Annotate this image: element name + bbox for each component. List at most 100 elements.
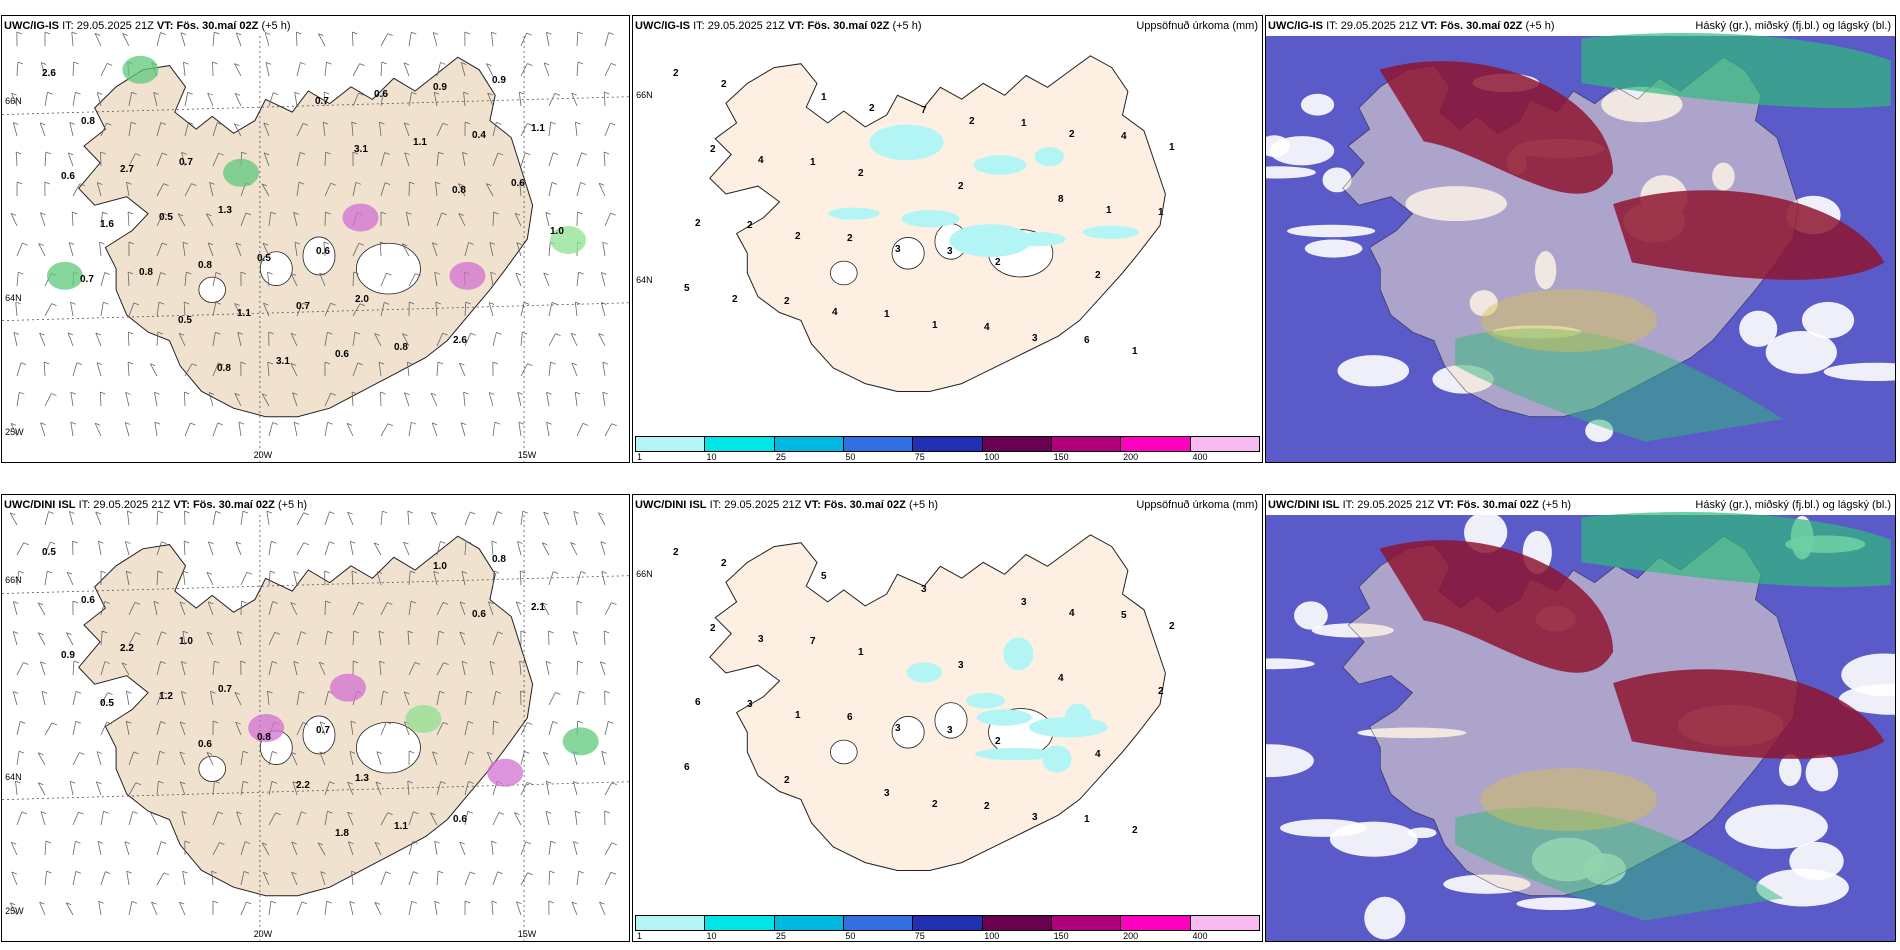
wind-barb xyxy=(17,61,24,65)
wind-barb xyxy=(184,122,189,137)
wind-barb xyxy=(459,841,465,845)
wind-barb xyxy=(436,691,440,706)
wind-barb xyxy=(106,63,113,66)
wind-barb xyxy=(386,721,392,725)
wind-barb xyxy=(317,842,326,856)
precip-amount-label: 4 xyxy=(1095,749,1101,760)
wind-barb xyxy=(104,272,110,275)
wind-barb xyxy=(576,871,580,886)
wind-barb xyxy=(349,901,354,916)
wind-barb xyxy=(179,751,186,766)
wind-barb xyxy=(458,183,464,187)
cloud-gap xyxy=(1838,683,1895,715)
wind-barb xyxy=(241,151,247,155)
wind-barb xyxy=(272,422,278,425)
wind-barb xyxy=(71,211,74,227)
wind-precip-label: 0.9 xyxy=(492,75,506,86)
wind-barb xyxy=(520,332,523,347)
wind-barb xyxy=(125,721,130,736)
wind-barb xyxy=(72,661,75,676)
wind-barb xyxy=(355,181,362,185)
colorbar-tick: 400 xyxy=(1192,452,1208,462)
wind-barb xyxy=(434,840,440,844)
wind-barb xyxy=(44,541,51,556)
cloud-gap xyxy=(1765,330,1837,374)
wind-barb xyxy=(212,61,218,65)
wind-barb xyxy=(574,302,578,317)
wind-barb xyxy=(69,780,76,784)
wind-barb xyxy=(12,691,18,706)
wind-barb xyxy=(184,363,193,377)
wind-barb xyxy=(543,272,549,276)
wind-barb xyxy=(16,362,22,377)
precip-amount-label: 2 xyxy=(1132,825,1138,836)
wind-barb xyxy=(44,511,49,526)
title-model: UWC/DINI ISL xyxy=(1268,499,1340,511)
wind-barb xyxy=(545,781,550,796)
cloud-gap xyxy=(1801,301,1855,339)
wind-barb xyxy=(292,392,298,396)
wind-barb xyxy=(430,812,436,816)
wind-barb xyxy=(261,183,268,187)
wind-barb xyxy=(206,632,214,646)
precip-amount-label: 3 xyxy=(1032,333,1038,344)
wind-barb xyxy=(180,32,186,47)
wind-barb xyxy=(387,812,393,816)
wind-barb xyxy=(520,690,526,694)
precip-amount-label: 2 xyxy=(932,799,938,810)
precip-amount-label: 3 xyxy=(884,788,890,799)
wind-barb xyxy=(128,751,135,766)
wind-barb xyxy=(386,272,392,276)
wind-barb xyxy=(380,871,387,886)
axis-label: 20W xyxy=(253,449,273,460)
precip-amount-label: 1 xyxy=(1106,205,1112,216)
wind-barb xyxy=(11,841,17,845)
wind-barb xyxy=(442,722,449,725)
wind-barb xyxy=(38,243,44,246)
wind-barb xyxy=(430,393,438,407)
wind-barb xyxy=(269,570,276,574)
wind-barb xyxy=(431,242,438,257)
wind-barb xyxy=(13,332,18,347)
precip-amount-label: 3 xyxy=(1032,812,1038,823)
wind-barb xyxy=(324,422,328,437)
wind-barb xyxy=(100,811,104,826)
wind-barb xyxy=(267,271,273,275)
title-lead: (+5 h) xyxy=(277,499,307,511)
wind-barb xyxy=(296,691,300,706)
wind-barb xyxy=(434,901,438,916)
wind-barb xyxy=(404,152,410,167)
wind-barb xyxy=(40,661,46,676)
precip-amount-label: 2 xyxy=(695,218,701,229)
wind-barb xyxy=(76,362,83,365)
wind-barb xyxy=(459,841,466,856)
wind-barb xyxy=(543,511,549,515)
precip-patch xyxy=(449,261,486,290)
wind-barb xyxy=(602,242,606,257)
wind-barb xyxy=(69,781,74,796)
wind-barb xyxy=(514,812,522,826)
wind-barb xyxy=(406,362,410,377)
wind-barb xyxy=(66,632,74,646)
wind-barb xyxy=(234,393,242,407)
wind-barb xyxy=(135,782,141,786)
wind-barb xyxy=(240,841,246,856)
map-panel-top-wind: UWC/IG-IS IT: 29.05.2025 21Z VT: Fös. 30… xyxy=(1,15,630,463)
precip-amount-label: 4 xyxy=(832,307,838,318)
wind-barb xyxy=(268,751,273,766)
wind-barb xyxy=(126,871,130,886)
wind-barb xyxy=(489,242,495,245)
precip-amount-label: 3 xyxy=(921,584,927,595)
low-cloud-area xyxy=(1455,328,1784,442)
wind-precip-label: 0.6 xyxy=(316,246,330,257)
wind-barb xyxy=(491,901,494,916)
wind-barb xyxy=(97,182,103,185)
wind-barb xyxy=(408,662,416,676)
wind-barb xyxy=(352,243,360,257)
wind-barb xyxy=(545,661,550,676)
wind-barb xyxy=(19,391,25,395)
wind-barb xyxy=(44,361,50,365)
wind-barb xyxy=(436,541,441,556)
wind-barb xyxy=(153,601,158,616)
wind-barb xyxy=(131,900,138,904)
